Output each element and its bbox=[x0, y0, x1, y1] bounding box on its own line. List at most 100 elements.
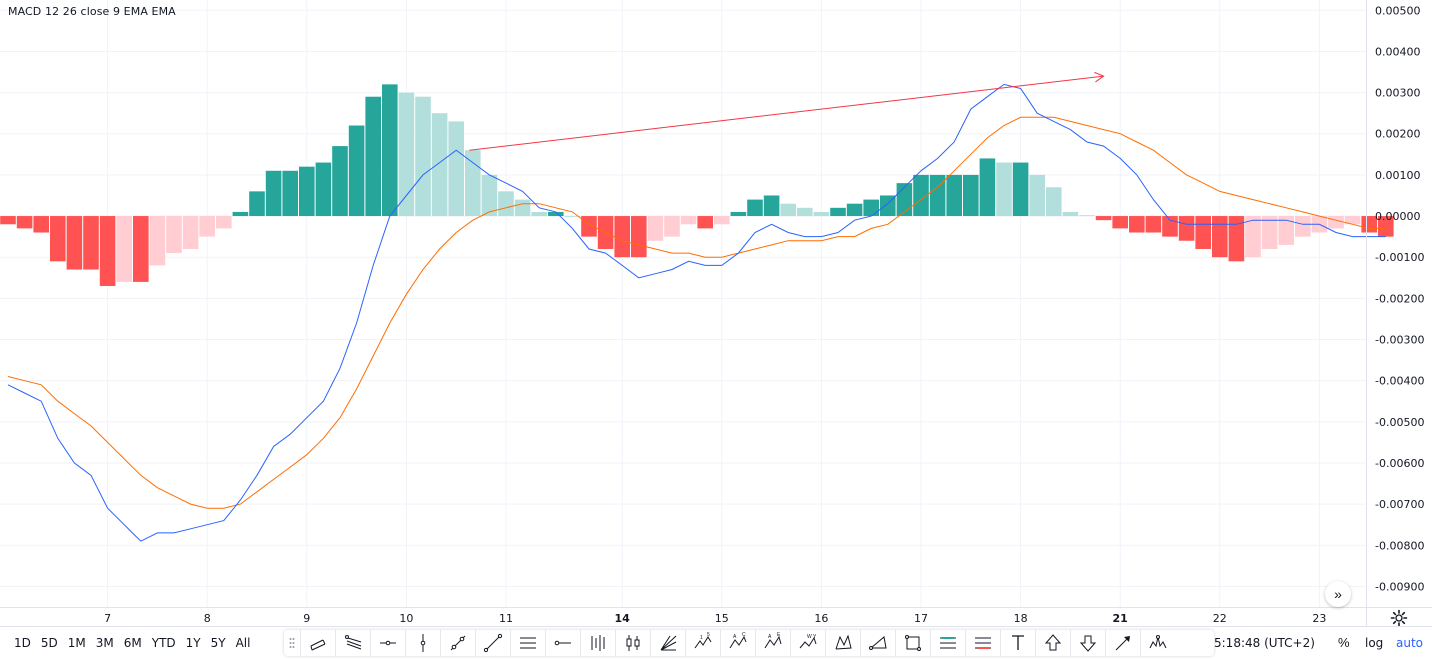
histogram-bar bbox=[647, 216, 664, 241]
histogram-bar bbox=[116, 216, 132, 282]
triangle-pattern-icon bbox=[869, 636, 887, 650]
tool-trend-line[interactable] bbox=[475, 630, 510, 656]
y-tick-label: -0.00700 bbox=[1375, 498, 1424, 511]
double-chevron-right-icon: » bbox=[1334, 586, 1342, 602]
range-3m-button[interactable]: 3M bbox=[95, 636, 114, 650]
trend-line-icon bbox=[483, 633, 503, 653]
range-5d-button[interactable]: 5D bbox=[40, 636, 58, 650]
tool-horizontal-ray[interactable] bbox=[370, 630, 405, 656]
histogram-bar bbox=[680, 216, 697, 225]
range-1y-button[interactable]: 1Y bbox=[185, 636, 201, 650]
percent-scale-button[interactable]: % bbox=[1338, 635, 1350, 650]
trend-arrow-head bbox=[1094, 71, 1105, 83]
histogram-bar bbox=[1228, 216, 1245, 262]
histogram-bar bbox=[348, 125, 365, 217]
histogram-bar bbox=[83, 216, 99, 270]
tool-vertical-line[interactable] bbox=[405, 630, 440, 656]
trend-arrow-line[interactable] bbox=[469, 75, 1104, 151]
auto-scale-button[interactable]: auto bbox=[1396, 636, 1424, 650]
histogram-bar bbox=[979, 158, 996, 217]
arrow-down-icon bbox=[1079, 635, 1097, 652]
y-tick-label: -0.00500 bbox=[1375, 416, 1424, 429]
tool-arrow-marker[interactable] bbox=[1105, 630, 1140, 656]
range-all-button[interactable]: All bbox=[235, 636, 251, 650]
range-5y-button[interactable]: 5Y bbox=[210, 636, 226, 650]
y-tick-label: -0.00200 bbox=[1375, 292, 1424, 305]
y-tick-label: -0.00300 bbox=[1375, 334, 1424, 347]
histogram-bar bbox=[548, 211, 564, 217]
tool-arrow-up[interactable] bbox=[1035, 630, 1070, 656]
histogram-bar bbox=[315, 162, 332, 217]
tool-head-shoulders[interactable] bbox=[1140, 630, 1175, 656]
trend-line-drawing bbox=[469, 71, 1105, 151]
range-1m-button[interactable]: 1M bbox=[67, 636, 86, 650]
x-tick-label: 8 bbox=[204, 612, 211, 625]
gann-fan-icon bbox=[660, 635, 677, 651]
histogram-bar bbox=[1378, 216, 1394, 237]
tool-long-position[interactable] bbox=[930, 630, 965, 656]
range-6m-button[interactable]: 6M bbox=[123, 636, 142, 650]
tool-rectangle[interactable] bbox=[895, 630, 930, 656]
histogram-bar bbox=[564, 216, 581, 217]
tool-wxy[interactable]: W Y bbox=[790, 630, 825, 656]
histogram-bar bbox=[398, 92, 415, 217]
tool-bars-pattern[interactable] bbox=[580, 630, 615, 656]
histogram-bar bbox=[1145, 216, 1162, 233]
x-tick-label: 22 bbox=[1213, 612, 1227, 625]
histogram-bar bbox=[481, 174, 498, 217]
text-icon bbox=[1012, 635, 1024, 650]
histogram-bar bbox=[1046, 187, 1062, 217]
svg-text:A: A bbox=[768, 634, 772, 640]
time-axis: 7 8 9 10 11 14 15 16 17 18 21 22 23 bbox=[0, 607, 1432, 625]
tool-triangle-pattern[interactable] bbox=[860, 630, 895, 656]
tool-text[interactable] bbox=[1000, 630, 1035, 656]
tool-short-position[interactable] bbox=[965, 630, 1000, 656]
candles-icon bbox=[626, 635, 640, 651]
tool-arrow-down[interactable] bbox=[1070, 630, 1105, 656]
y-tick-label: -0.00100 bbox=[1375, 251, 1424, 264]
y-tick-label: -0.00800 bbox=[1375, 539, 1424, 552]
y-tick-label: -0.00600 bbox=[1375, 457, 1424, 470]
signal-line bbox=[7, 116, 1386, 509]
tool-parallel-channel[interactable] bbox=[300, 630, 335, 656]
histogram-bar bbox=[1245, 216, 1261, 258]
histogram-bar bbox=[1344, 216, 1361, 225]
histogram-bar bbox=[697, 216, 713, 229]
drag-handle[interactable] bbox=[284, 630, 300, 656]
vertical-line-icon bbox=[420, 634, 426, 652]
tool-horizontal-ray-dot[interactable] bbox=[545, 630, 580, 656]
histogram-bar bbox=[166, 216, 182, 254]
x-tick-label: 17 bbox=[914, 612, 928, 625]
grip-dots-icon bbox=[289, 638, 295, 648]
histogram-bar bbox=[830, 207, 846, 217]
range-ytd-button[interactable]: YTD bbox=[151, 636, 176, 650]
log-scale-button[interactable]: log bbox=[1365, 636, 1384, 650]
grid bbox=[0, 0, 1366, 607]
histogram-bar bbox=[66, 216, 83, 270]
range-1d-button[interactable]: 1D bbox=[14, 636, 31, 650]
histogram-bar bbox=[1129, 216, 1145, 233]
short-position-icon bbox=[975, 637, 991, 649]
histogram-bar bbox=[216, 216, 232, 229]
y-tick-label: 0.00300 bbox=[1375, 87, 1421, 100]
histogram-bar bbox=[1112, 216, 1128, 229]
macd-series bbox=[7, 83, 1386, 542]
tool-xabcd[interactable] bbox=[825, 630, 860, 656]
x-tick-label: 23 bbox=[1312, 612, 1326, 625]
tool-gann-fan[interactable] bbox=[650, 630, 685, 656]
tool-pitchfork[interactable] bbox=[335, 630, 370, 656]
x-tick-label: 21 bbox=[1113, 612, 1128, 625]
scroll-to-realtime-button[interactable]: » bbox=[1325, 581, 1351, 607]
tool-horizontal-lines[interactable] bbox=[510, 630, 545, 656]
macd-chart[interactable]: 0.00500 0.00400 0.00300 0.00200 0.00100 0.000… bbox=[0, 0, 1432, 626]
tool-trend-angle[interactable] bbox=[440, 630, 475, 656]
tool-candles[interactable] bbox=[615, 630, 650, 656]
settings-gear-icon[interactable] bbox=[1390, 609, 1408, 627]
clock-timezone-label[interactable]: 5:18:48 (UTC+2) bbox=[1214, 636, 1315, 650]
y-tick-label: 0.00400 bbox=[1375, 45, 1421, 58]
y-tick-label: 0.00200 bbox=[1375, 128, 1421, 141]
